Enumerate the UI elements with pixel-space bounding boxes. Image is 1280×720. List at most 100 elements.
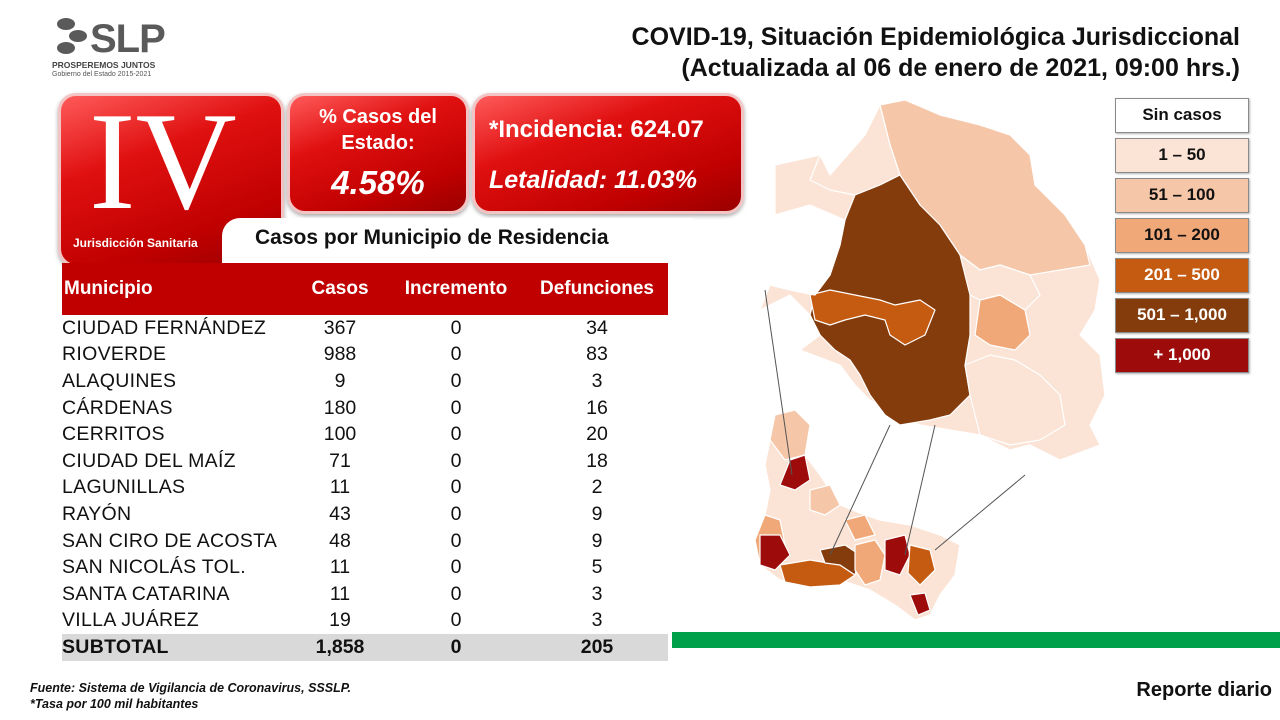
logo-wordmark: SLP	[90, 17, 166, 61]
table-row: RAYÓN 43 0 9	[62, 501, 668, 528]
cell: 11	[329, 582, 351, 605]
cell: 9	[591, 529, 603, 552]
cell: 100	[323, 423, 357, 446]
cell: 11	[329, 476, 351, 499]
cell: 205	[526, 634, 668, 661]
legend-item-sin-casos: Sin casos	[1115, 98, 1249, 133]
cell: 367	[323, 316, 357, 339]
logo-subline: Gobierno del Estado 2015-2021	[52, 71, 152, 78]
cell: 0	[450, 556, 462, 579]
column-header: Casos	[294, 263, 386, 315]
cell: 0	[450, 423, 462, 446]
pct-casos-value: 4.58%	[331, 164, 425, 201]
cell: ALAQUINES	[62, 369, 177, 392]
cell: 0	[450, 476, 462, 499]
cell: 0	[450, 343, 462, 366]
cell: 34	[586, 316, 608, 339]
cell: 9	[591, 502, 603, 525]
cell: 3	[591, 609, 603, 632]
source-note: Fuente: Sistema de Vigilancia de Coronav…	[30, 681, 351, 695]
rate-note: *Tasa por 100 mil habitantes	[30, 697, 199, 711]
logo-tagline: PROSPEREMOS JUNTOS	[52, 60, 156, 70]
table-row: CÁRDENAS 180 0 16	[62, 395, 668, 422]
table-row: VILLA JUÁREZ 19 0 3	[62, 608, 668, 635]
legend-item-101-200: 101 – 200	[1115, 218, 1249, 253]
cell: 0	[450, 396, 462, 419]
cell: 0	[386, 634, 526, 661]
table-row: SANTA CATARINA 11 0 3	[62, 581, 668, 608]
table-row: SAN NICOLÁS TOL. 11 0 5	[62, 554, 668, 581]
table-row: CERRITOS 100 0 20	[62, 421, 668, 448]
slp-logo: SLP PROSPEREMOS JUNTOS Gobierno del Esta…	[50, 16, 180, 80]
cell: 0	[450, 369, 462, 392]
incidencia-text: *Incidencia: 624.07	[489, 116, 704, 143]
cell: CÁRDENAS	[62, 396, 173, 419]
cell: 83	[586, 343, 608, 366]
cell: 0	[450, 529, 462, 552]
cell: 0	[450, 316, 462, 339]
cell: 20	[586, 423, 608, 446]
cell: 43	[329, 502, 351, 525]
page-title: COVID-19, Situación Epidemiológica Juris…	[632, 22, 1240, 84]
cell: CIUDAD FERNÁNDEZ	[62, 316, 267, 339]
cell: 988	[323, 343, 357, 366]
legend-item-501-1000: 501 – 1,000	[1115, 298, 1249, 333]
cell: SANTA CATARINA	[62, 582, 230, 605]
green-divider	[672, 632, 1280, 648]
table-heading: Casos por Municipio de Residencia	[255, 226, 609, 249]
title-line-2: (Actualizada al 06 de enero de 2021, 09:…	[681, 54, 1240, 82]
cell: 0	[450, 449, 462, 472]
legend-item-201-500: 201 – 500	[1115, 258, 1249, 293]
cell: SAN CIRO DE ACOSTA	[62, 529, 278, 552]
table-row: CIUDAD FERNÁNDEZ 367 0 34	[62, 315, 668, 342]
cell: 48	[329, 529, 351, 552]
cell: RAYÓN	[62, 502, 132, 525]
legend-item-1-50: 1 – 50	[1115, 138, 1249, 173]
letalidad-text: Letalidad: 11.03%	[489, 166, 697, 194]
cell: 1,858	[294, 634, 386, 661]
cases-table: Municipio Casos Incremento Defunciones C…	[62, 263, 668, 661]
table-row: SAN CIRO DE ACOSTA 48 0 9	[62, 528, 668, 555]
table-heading-tab	[222, 218, 692, 264]
slp-logo-icon	[57, 18, 87, 54]
cell: VILLA JUÁREZ	[62, 609, 199, 632]
cell: 16	[586, 396, 608, 419]
cell: 19	[329, 609, 351, 632]
cell: 2	[591, 476, 603, 499]
subtotal-row: SUBTOTAL 1,858 0 205	[62, 634, 668, 661]
cell: 180	[323, 396, 357, 419]
pct-casos-label: % Casos del Estado:	[319, 106, 437, 154]
table-header-row: Municipio Casos Incremento Defunciones	[62, 263, 668, 315]
cell: 0	[450, 609, 462, 632]
column-header: Municipio	[62, 263, 294, 315]
title-line-1: COVID-19, Situación Epidemiológica Juris…	[631, 23, 1240, 51]
table-row: ALAQUINES 9 0 3	[62, 368, 668, 395]
jurisdiction-map	[749, 99, 1106, 621]
table-row: CIUDAD DEL MAÍZ 71 0 18	[62, 448, 668, 475]
cell: 5	[591, 556, 603, 579]
cell: 9	[334, 369, 346, 392]
column-header: Incremento	[386, 263, 526, 315]
cell: SAN NICOLÁS TOL.	[62, 556, 246, 579]
cell: 0	[450, 582, 462, 605]
daily-report-label: Reporte diario	[1136, 679, 1272, 701]
table-row: LAGUNILLAS 11 0 2	[62, 475, 668, 502]
cell: 3	[591, 582, 603, 605]
column-header: Defunciones	[526, 263, 668, 315]
incidencia-card: *Incidencia: 624.07 Letalidad: 11.03%	[472, 93, 744, 214]
cell: 11	[329, 556, 351, 579]
legend-item-51-100: 51 – 100	[1115, 178, 1249, 213]
cell: 3	[591, 369, 603, 392]
jurisdiccion-label: Jurisdicción Sanitaria	[73, 236, 198, 250]
legend-item-1000-plus: + 1,000	[1115, 338, 1249, 373]
cell: 71	[329, 449, 351, 472]
cell: 18	[586, 449, 608, 472]
jurisdiccion-card: IV Jurisdicción Sanitaria	[58, 93, 284, 267]
cell: SUBTOTAL	[62, 634, 294, 661]
jurisdiccion-numeral: IV	[89, 93, 237, 239]
cell: CIUDAD DEL MAÍZ	[62, 449, 236, 472]
table-row: RIOVERDE 988 0 83	[62, 342, 668, 369]
pct-casos-card: % Casos del Estado: 4.58%	[287, 93, 469, 214]
cell: RIOVERDE	[62, 343, 167, 366]
cell: CERRITOS	[62, 423, 165, 446]
